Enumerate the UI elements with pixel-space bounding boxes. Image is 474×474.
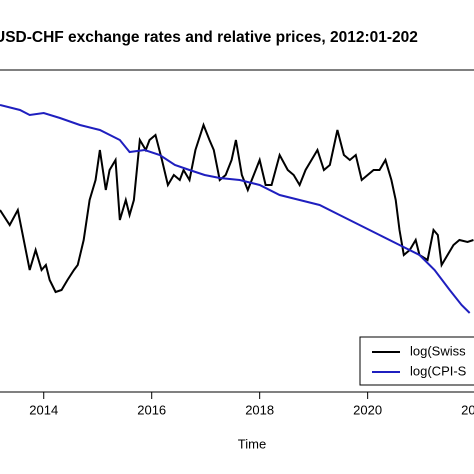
series-line [0,104,471,314]
x-tick-label: 2022 [461,402,474,417]
legend-label: log(Swiss [410,343,466,358]
x-tick-label: 2020 [353,402,382,417]
plot-frame [0,69,474,393]
legend-box [359,336,474,386]
legend-label: log(CPI-S [410,363,467,378]
x-tick-label: 2016 [137,402,166,417]
chart-title: USD-CHF exchange rates and relative pric… [0,29,418,46]
series-line [0,122,474,294]
x-tick-label: 2014 [29,402,58,417]
x-axis-label: Time [238,436,266,451]
x-tick-label: 2018 [245,402,274,417]
